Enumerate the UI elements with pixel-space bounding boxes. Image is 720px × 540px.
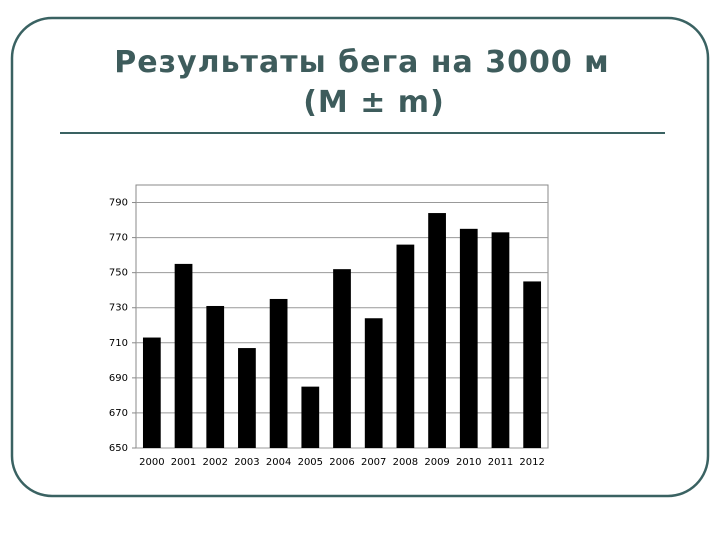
y-tick-label: 650 [109, 443, 128, 454]
bar [428, 213, 446, 448]
bar [523, 281, 542, 448]
x-tick-label: 2006 [329, 457, 354, 468]
x-tick-label: 2003 [234, 457, 259, 468]
y-tick-label: 750 [109, 268, 128, 279]
x-tick-label: 2011 [488, 457, 513, 468]
bar [301, 386, 320, 448]
chart-title: Результаты бега на 3000 м [114, 45, 609, 80]
bar [238, 348, 256, 448]
x-tick-label: 2010 [456, 457, 481, 468]
y-tick-label: 710 [109, 338, 128, 349]
bar [364, 318, 383, 448]
y-tick-label: 770 [109, 233, 128, 244]
bar [174, 263, 193, 448]
x-tick-label: 2002 [203, 457, 228, 468]
bar [333, 269, 351, 448]
x-tick-label: 2009 [424, 457, 449, 468]
bar [206, 305, 225, 448]
y-tick-label: 790 [109, 198, 128, 209]
y-tick-label: 690 [109, 373, 128, 384]
x-tick-label: 2000 [139, 457, 164, 468]
x-tick-label: 2005 [298, 457, 323, 468]
bar [142, 337, 161, 448]
bar [396, 244, 415, 448]
y-tick-label: 670 [109, 408, 128, 419]
x-tick-label: 2001 [171, 457, 196, 468]
chart-subtitle: (M ± m) [303, 85, 445, 120]
x-tick-label: 2004 [266, 457, 291, 468]
x-tick-label: 2008 [393, 457, 418, 468]
x-tick-label: 2012 [519, 457, 544, 468]
bar [491, 232, 510, 448]
bar [269, 298, 288, 448]
x-tick-label: 2007 [361, 457, 386, 468]
bar [459, 228, 478, 448]
y-tick-label: 730 [109, 303, 128, 314]
